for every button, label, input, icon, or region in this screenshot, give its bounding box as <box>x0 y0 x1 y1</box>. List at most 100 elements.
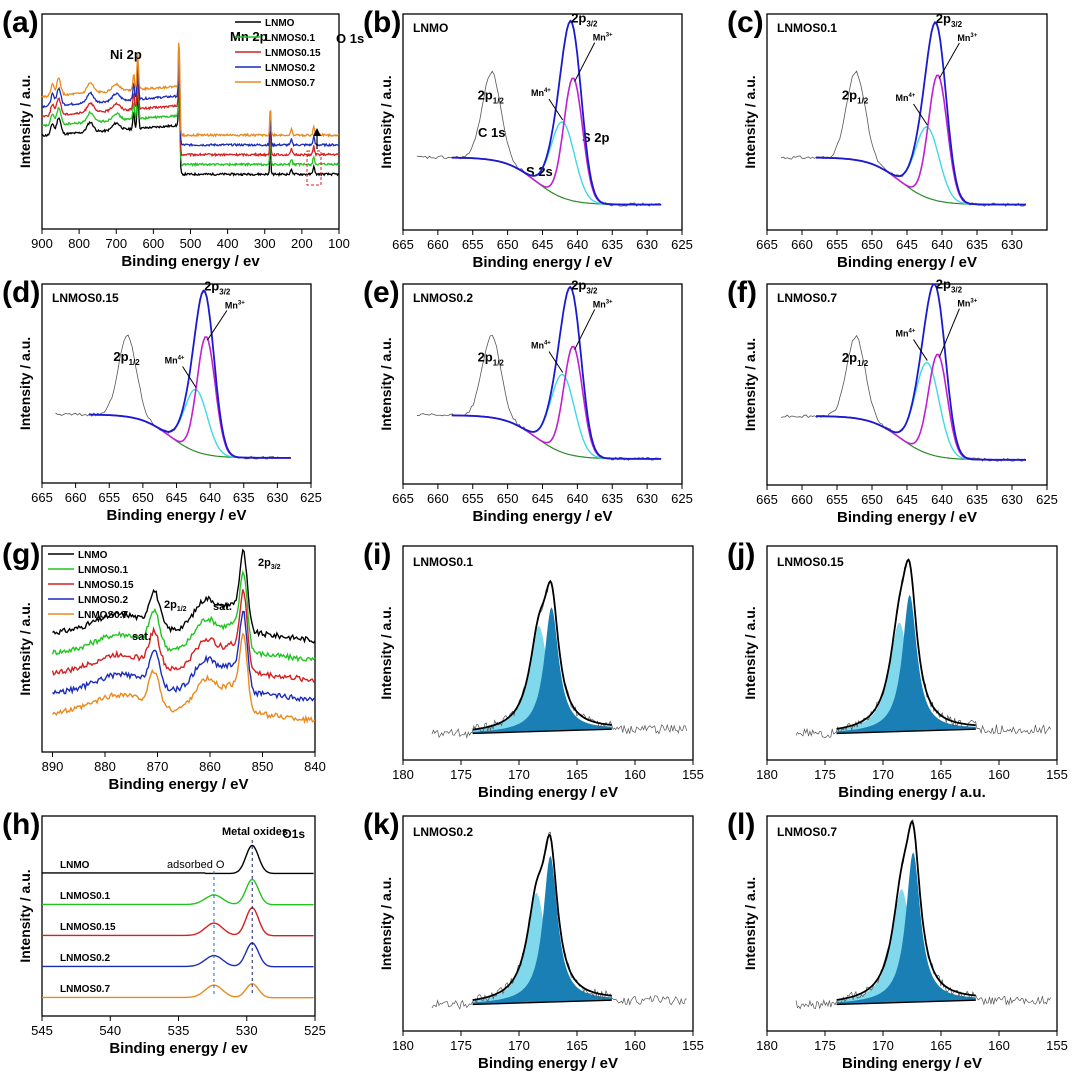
y-axis-label: Intensity / a.u. <box>378 877 394 970</box>
y-axis-label: Intensity / a.u. <box>742 338 758 431</box>
s-component-dark <box>472 607 612 734</box>
x-tick-label: 170 <box>872 1038 894 1053</box>
x-tick-label: 640 <box>931 237 953 252</box>
x-tick-label: 650 <box>497 237 519 252</box>
peak-label-2p12: 2p1/2 <box>164 599 187 613</box>
mn3-label: Mn3+ <box>957 33 977 43</box>
panel-label: (l) <box>727 808 755 841</box>
mn3-label: Mn3+ <box>957 299 977 309</box>
panel-k: 180 175 170 165 160 155 Binding energy / eV Int… <box>363 808 704 1072</box>
x-tick-label: 625 <box>671 491 693 506</box>
x-tick-label: 640 <box>199 490 221 505</box>
panel-title: LNMOS0.15 <box>777 555 844 569</box>
x-tick-label: 660 <box>427 237 449 252</box>
panel-c: 665 660 655 650 645 640 635 630 Binding energy /… <box>727 6 1048 271</box>
series-label: LNMOS0.7 <box>60 984 110 995</box>
background-line <box>816 157 1026 206</box>
series-label: LNMOS0.2 <box>60 953 110 964</box>
x-tick-label: 100 <box>328 236 350 251</box>
peak-label-2p12: 2p1/2 <box>478 349 505 367</box>
mn3-arrow <box>938 42 960 79</box>
x-tick-label: 655 <box>826 237 848 252</box>
x-tick-label: 180 <box>756 1038 778 1053</box>
x-tick-label: 840 <box>304 759 326 774</box>
x-tick-label: 655 <box>98 490 120 505</box>
x-tick-label: 650 <box>132 490 154 505</box>
x-axis-label: Binding energy / eV <box>472 508 612 525</box>
y-axis-label: Intensity / a.u. <box>17 602 33 695</box>
legend-label: LNMOS0.15 <box>265 48 321 59</box>
series-label: LNMO <box>60 860 90 871</box>
x-tick-label: 530 <box>236 1023 258 1038</box>
x-tick-label: 665 <box>756 237 778 252</box>
x-tick-label: 860 <box>199 759 221 774</box>
mn3-arrow <box>938 308 960 358</box>
panel-title: LNMOS0.1 <box>413 555 473 569</box>
x-axis-label: Binding energy / ev <box>121 253 260 270</box>
peak-label-2p12: 2p1/2 <box>113 349 140 367</box>
raw-spectrum <box>416 285 660 461</box>
x-tick-label: 870 <box>147 759 169 774</box>
x-tick-label: 160 <box>988 1038 1010 1053</box>
x-tick-label: 645 <box>532 491 554 506</box>
panel-h: 545 540 535 530 525 Binding energy / ev Intens… <box>2 808 326 1057</box>
peak-label-2p12: 2p1/2 <box>842 350 869 368</box>
s-component-dark <box>836 852 976 1005</box>
x-tick-label: 850 <box>252 759 274 774</box>
mn3-arrow <box>574 42 596 82</box>
x-tick-label: 660 <box>427 491 449 506</box>
x-axis-label: Binding energy / eV <box>837 254 977 271</box>
x-tick-label: 665 <box>31 490 53 505</box>
x-tick-label: 650 <box>861 492 883 507</box>
mn4-arrow <box>548 98 564 121</box>
y-axis-label: Intensity / a.u. <box>378 606 394 699</box>
x-tick-label: 635 <box>966 492 988 507</box>
x-tick-label: 160 <box>988 767 1010 782</box>
background-line <box>451 157 662 206</box>
x-tick-label: 640 <box>931 492 953 507</box>
panel-label: (i) <box>363 538 391 571</box>
s-component-dark <box>836 594 976 734</box>
o1s-series-LNMO <box>42 844 314 875</box>
x-tick-label: 160 <box>624 767 646 782</box>
panel-j: 180 175 170 165 160 155 Binding energy / a.u. I… <box>727 538 1068 801</box>
x-tick-label: 165 <box>930 767 952 782</box>
mn4-arrow <box>913 103 928 126</box>
x-tick-label: 300 <box>254 236 276 251</box>
envelope-fit <box>472 579 612 731</box>
baseline <box>836 999 976 1006</box>
x-tick-label: 880 <box>94 759 116 774</box>
background-line <box>816 415 1026 461</box>
x-tick-label: 640 <box>567 491 589 506</box>
panel-i: 180 175 170 165 160 155 Binding energy / eV Int… <box>363 538 704 801</box>
panel-a: 900 800 700 600 500 400 300 200 100 Binding energ… <box>2 6 610 270</box>
x-tick-label: 625 <box>1036 492 1058 507</box>
s-component-dark <box>472 855 612 1005</box>
x-tick-label: 900 <box>31 236 53 251</box>
panel-frame <box>402 815 694 1032</box>
x-tick-label: 640 <box>567 237 589 252</box>
mn4-arrow <box>548 351 564 373</box>
peak-label-2p32: 2p3/2 <box>936 277 963 295</box>
x-tick-label: 535 <box>168 1023 190 1038</box>
panel-label: (h) <box>2 808 40 841</box>
mn4-label: Mn4+ <box>896 329 916 339</box>
mn4-arrow <box>913 339 928 361</box>
x-tick-label: 155 <box>682 767 704 782</box>
panel-title: LNMOS0.1 <box>777 21 837 35</box>
baseline <box>836 728 976 735</box>
x-tick-label: 650 <box>497 491 519 506</box>
panel-f: 665 660 655 650 645 640 635 630 625 Binding energ… <box>727 276 1058 526</box>
x-tick-label: 645 <box>896 492 918 507</box>
x-tick-label: 660 <box>65 490 87 505</box>
x-tick-label: 170 <box>508 767 530 782</box>
mn4-label: Mn4+ <box>531 88 551 98</box>
x-axis-label: Binding energy / eV <box>478 784 618 801</box>
ni-series-LNMO <box>52 548 316 644</box>
raw-spectrum <box>55 290 290 460</box>
peak-label-2p32: 2p3/2 <box>204 278 231 296</box>
peak-annotation: O 1s <box>336 31 364 46</box>
panel-title: LNMOS0.2 <box>413 825 473 839</box>
x-tick-label: 175 <box>450 1038 472 1053</box>
